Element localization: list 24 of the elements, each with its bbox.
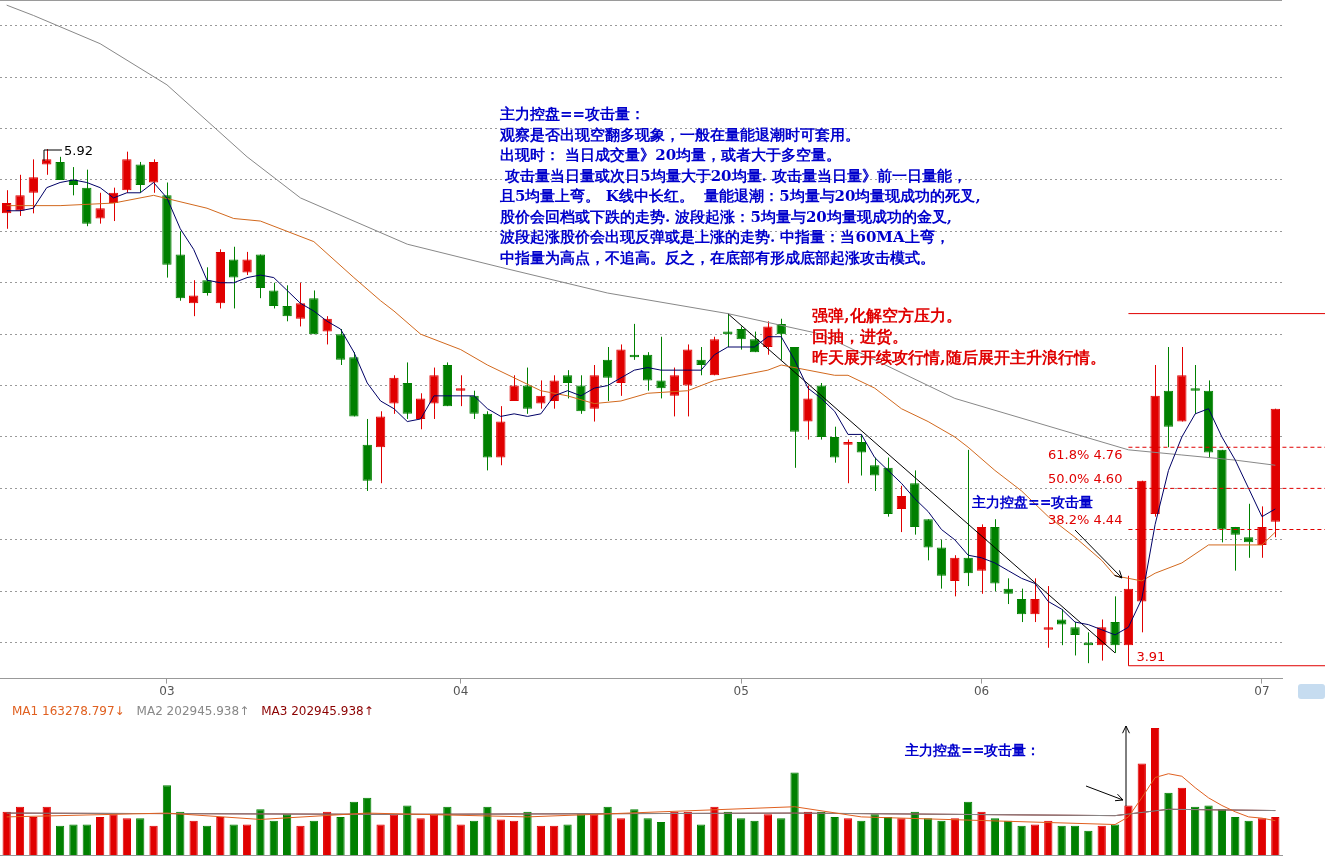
ref-line-label: 3.91	[1136, 648, 1166, 664]
annotation: 股价会回档或下跌的走势. 波段起涨：5均量与20均量现成功的金叉,	[500, 206, 952, 227]
annotation: 攻击量当日量或次日5均量大于20均量. 攻击量当日量》前一日量能，	[504, 165, 967, 186]
annotation: 主力控盘==攻击量：	[500, 104, 646, 124]
text: MA3 202945.938↑	[261, 704, 374, 719]
text: MA2 202945.938↑	[136, 704, 250, 719]
text: MA1 163278.797↓	[12, 704, 125, 719]
annotation: 强弹,化解空方压力。	[812, 305, 962, 326]
x-tick-label: 04	[453, 683, 469, 698]
x-tick-label: 05	[733, 683, 749, 698]
x-tick-label: 06	[973, 683, 990, 698]
ref-line-label: 61.8% 4.76	[1048, 447, 1123, 463]
annotation: 回抽，进货。	[812, 326, 908, 347]
annotation: 出现时： 当日成交量》20均量，或者大于多空量。	[500, 145, 842, 165]
x-tick-label: 03	[159, 683, 175, 698]
annotation: 5.92	[64, 143, 93, 159]
annotation: 观察是否出现空翻多现象，一般在量能退潮时可套用。	[500, 124, 860, 145]
annotation: 昨天展开续攻行情,随后展开主升浪行情。	[812, 347, 1106, 368]
x-tick-label: 07	[1254, 683, 1270, 698]
ref-line-label: 50.0% 4.60	[1048, 471, 1123, 487]
annotation: 主力控盘==攻击量：	[905, 741, 1041, 759]
annotation: 中指量为高点，不追高。反之，在底部有形成底部起涨攻击模式。	[500, 247, 935, 268]
annotation: 且5均量上弯。 K线中长红。 量能退潮：5均量与20均量现成功的死叉,	[500, 186, 981, 206]
annotation: 波段起涨股价会出现反弹或是上涨的走势. 中指量：当60MA上弯，	[500, 227, 950, 247]
